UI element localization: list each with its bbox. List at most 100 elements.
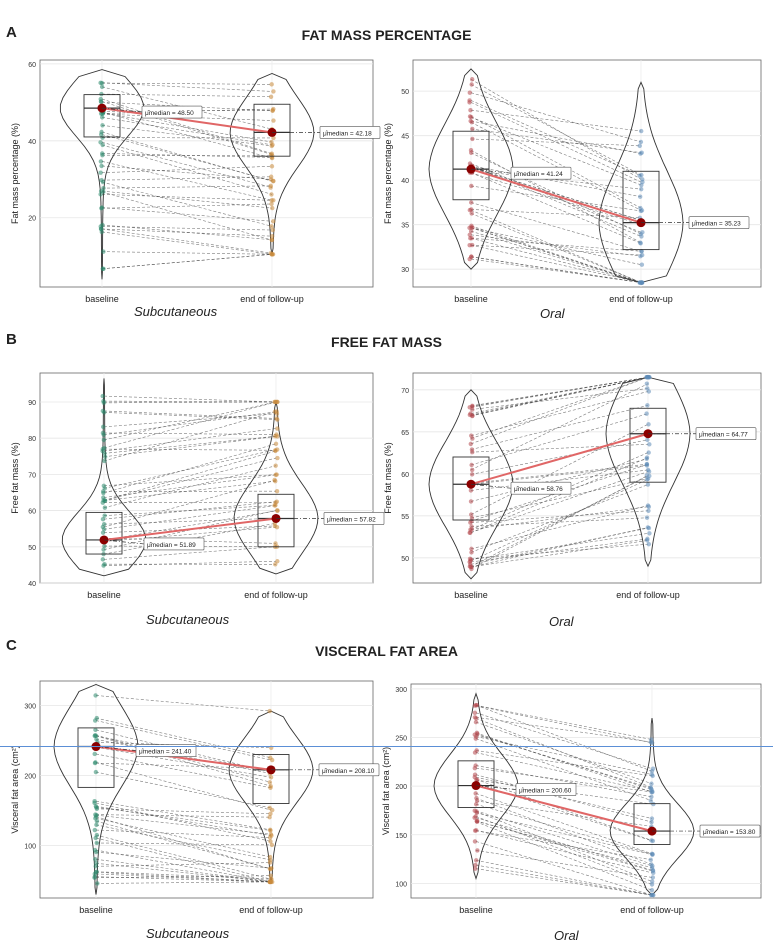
paired-trajectory-line	[470, 92, 642, 143]
paired-trajectory-line	[103, 435, 277, 454]
paired-trajectory-line	[101, 161, 273, 201]
data-point-end	[271, 89, 276, 94]
boxplot-box	[457, 760, 495, 808]
data-point-end	[268, 811, 273, 816]
data-point-end	[267, 780, 273, 785]
data-point-baseline	[93, 693, 98, 698]
paired-trajectory-line	[470, 202, 642, 252]
paired-trajectory-line	[101, 228, 273, 254]
data-point-baseline	[94, 737, 99, 742]
data-point-baseline	[470, 407, 475, 412]
y-tick-label: 60	[28, 509, 36, 516]
data-point-baseline	[101, 521, 107, 527]
data-point-end	[644, 455, 650, 460]
data-point-baseline	[473, 791, 478, 796]
median-trend-line	[103, 517, 277, 541]
data-point-baseline	[475, 848, 480, 853]
median-label-box	[515, 783, 577, 796]
median-label-box	[135, 744, 197, 757]
data-point-end	[271, 219, 276, 224]
overlay-horizontal-line	[0, 746, 773, 747]
paired-trajectory-line	[95, 762, 272, 811]
data-point-baseline	[467, 100, 472, 105]
paired-trajectory-line	[95, 881, 272, 884]
data-point-baseline	[93, 812, 98, 817]
data-point-end	[268, 94, 274, 99]
paired-trajectory-line	[103, 401, 277, 441]
paired-trajectory-line	[475, 803, 653, 855]
boxplot-box	[633, 803, 671, 845]
x-tick-label: end of follow-up	[616, 590, 680, 600]
data-point-baseline	[473, 802, 479, 807]
y-tick-label: 45	[401, 134, 409, 141]
paired-trajectory-line	[101, 253, 273, 270]
data-point-end	[269, 201, 274, 207]
paired-trajectory-line	[101, 111, 273, 159]
paired-trajectory-line	[101, 231, 273, 255]
paired-trajectory-line	[101, 82, 273, 92]
plot-frame	[39, 372, 374, 584]
paired-trajectory-line	[470, 517, 649, 527]
x-tick-label: end of follow-up	[609, 294, 673, 304]
paired-trajectory-line	[95, 873, 272, 883]
data-point-end	[647, 473, 652, 479]
data-point-baseline	[469, 82, 474, 87]
x-tick-label: baseline	[79, 905, 113, 915]
paired-trajectory-line	[470, 457, 649, 534]
data-point-baseline	[474, 828, 479, 833]
paired-trajectory-line	[101, 93, 273, 98]
paired-trajectory-line	[475, 841, 653, 896]
data-point-end	[274, 416, 279, 421]
paired-trajectory-line	[103, 448, 277, 451]
data-point-baseline	[100, 123, 105, 128]
data-point-baseline	[93, 849, 99, 855]
paired-trajectory-line	[95, 808, 272, 815]
paired-trajectory-line	[95, 842, 272, 846]
paired-trajectory-line	[470, 405, 649, 450]
data-point-end	[269, 82, 274, 87]
data-point-baseline	[467, 161, 473, 166]
data-point-baseline	[473, 719, 479, 725]
data-point-baseline	[100, 393, 105, 399]
paired-trajectory-line	[470, 458, 649, 502]
paired-trajectory-line	[470, 237, 642, 283]
data-point-baseline	[472, 715, 478, 720]
median-trend-line	[470, 432, 649, 486]
data-point-baseline	[93, 760, 98, 765]
paired-trajectory-line	[101, 112, 273, 143]
data-point-end	[646, 469, 652, 474]
data-point-baseline	[93, 769, 99, 775]
data-point-end	[272, 523, 278, 529]
data-point-baseline	[469, 211, 474, 216]
paired-trajectory-line	[95, 814, 272, 835]
paired-trajectory-line	[475, 704, 653, 772]
data-point-end	[273, 448, 278, 453]
data-point-end	[267, 866, 273, 872]
data-point-baseline	[100, 446, 105, 452]
data-point-baseline	[99, 163, 104, 169]
paired-trajectory-line	[470, 152, 642, 235]
paired-trajectory-line	[101, 226, 273, 231]
data-point-baseline	[472, 839, 478, 844]
data-point-end	[650, 875, 656, 880]
paired-trajectory-line	[101, 224, 273, 241]
data-point-baseline	[92, 751, 97, 757]
data-point-end	[649, 789, 654, 795]
paired-trajectory-line	[470, 244, 642, 256]
plot-frame	[39, 59, 374, 288]
data-point-end	[640, 230, 645, 235]
data-point-baseline	[101, 547, 106, 552]
chart-free-fat-mass-subcutaneous: 40 50 60 70 80 90 Free fat mass (%) baseline end…	[10, 372, 385, 600]
data-point-baseline	[467, 207, 473, 213]
paired-trajectory-line	[101, 82, 273, 85]
y-axis-label: Free fat mass (%)	[10, 442, 20, 514]
paired-trajectory-line	[475, 717, 653, 788]
paired-trajectory-line	[475, 821, 653, 891]
data-point-end	[650, 863, 655, 869]
y-tick-label: 30	[401, 267, 409, 274]
data-point-end	[647, 531, 652, 536]
data-point-end	[275, 559, 280, 564]
plot-frame	[412, 372, 762, 584]
paired-trajectory-line	[475, 732, 653, 793]
data-point-end	[650, 892, 655, 898]
